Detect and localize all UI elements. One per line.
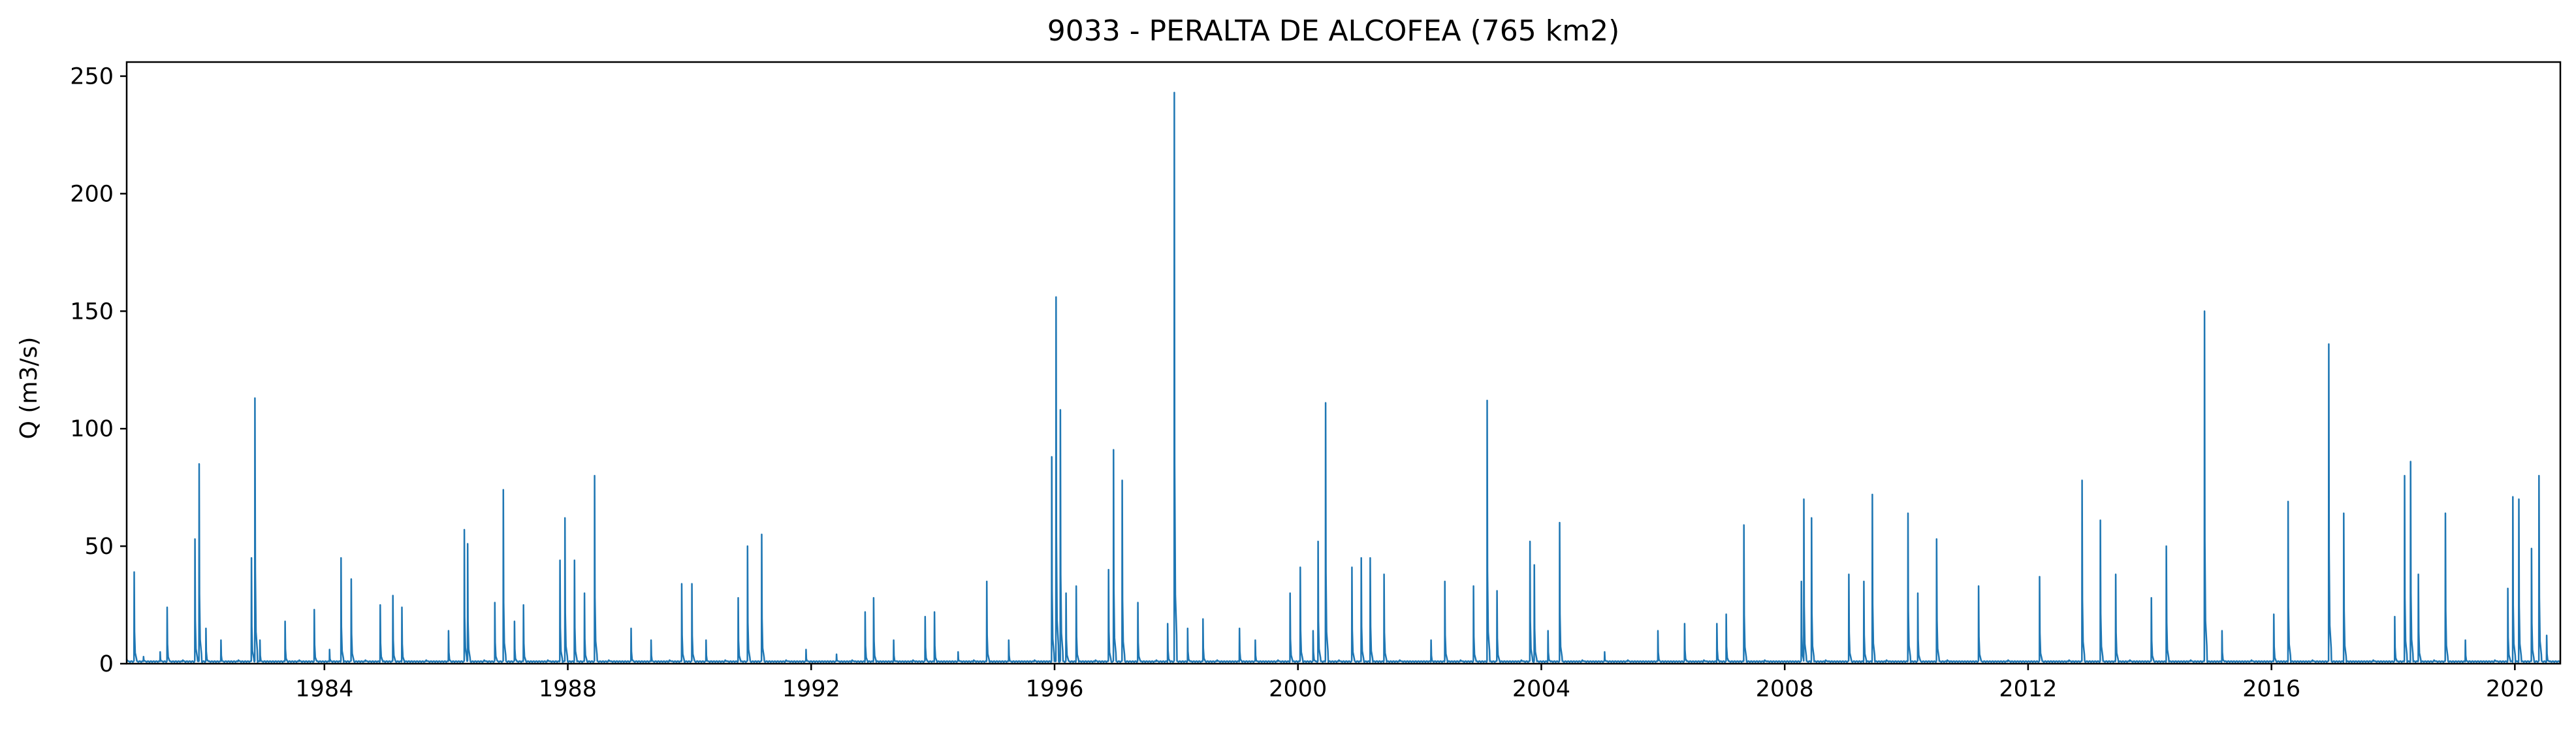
x-tick-label: 1992: [782, 676, 840, 702]
y-axis: 0 50 100 150 200 250: [70, 64, 127, 677]
chart-title: 9033 - PERALTA DE ALCOFEA (765 km2): [1047, 14, 1620, 48]
x-axis: 1984 1988 1992 1996 2000 2004 2008 2012 2016 2020: [295, 664, 2544, 702]
y-tick-label: 100: [70, 416, 114, 442]
plot-frame: [125, 61, 2562, 665]
x-tick-label: 1996: [1025, 676, 1083, 702]
y-tick-label: 250: [70, 64, 114, 90]
x-tick-label: 2000: [1269, 676, 1327, 702]
x-tick-label: 2012: [1999, 676, 2057, 702]
x-tick-label: 2004: [1512, 676, 1570, 702]
y-tick-label: 150: [70, 299, 114, 325]
series-line: [125, 91, 2562, 664]
y-tick-label: 50: [84, 534, 114, 560]
y-tick-label: 200: [70, 181, 114, 207]
x-tick-label: 2008: [1756, 676, 1814, 702]
x-tick-label: 2020: [2486, 676, 2544, 702]
x-tick-label: 2016: [2242, 676, 2300, 702]
x-tick-label: 1984: [295, 676, 353, 702]
x-tick-label: 1988: [539, 676, 597, 702]
y-axis-label: Q (m3/s): [16, 337, 42, 440]
y-tick-label: 0: [99, 651, 114, 677]
